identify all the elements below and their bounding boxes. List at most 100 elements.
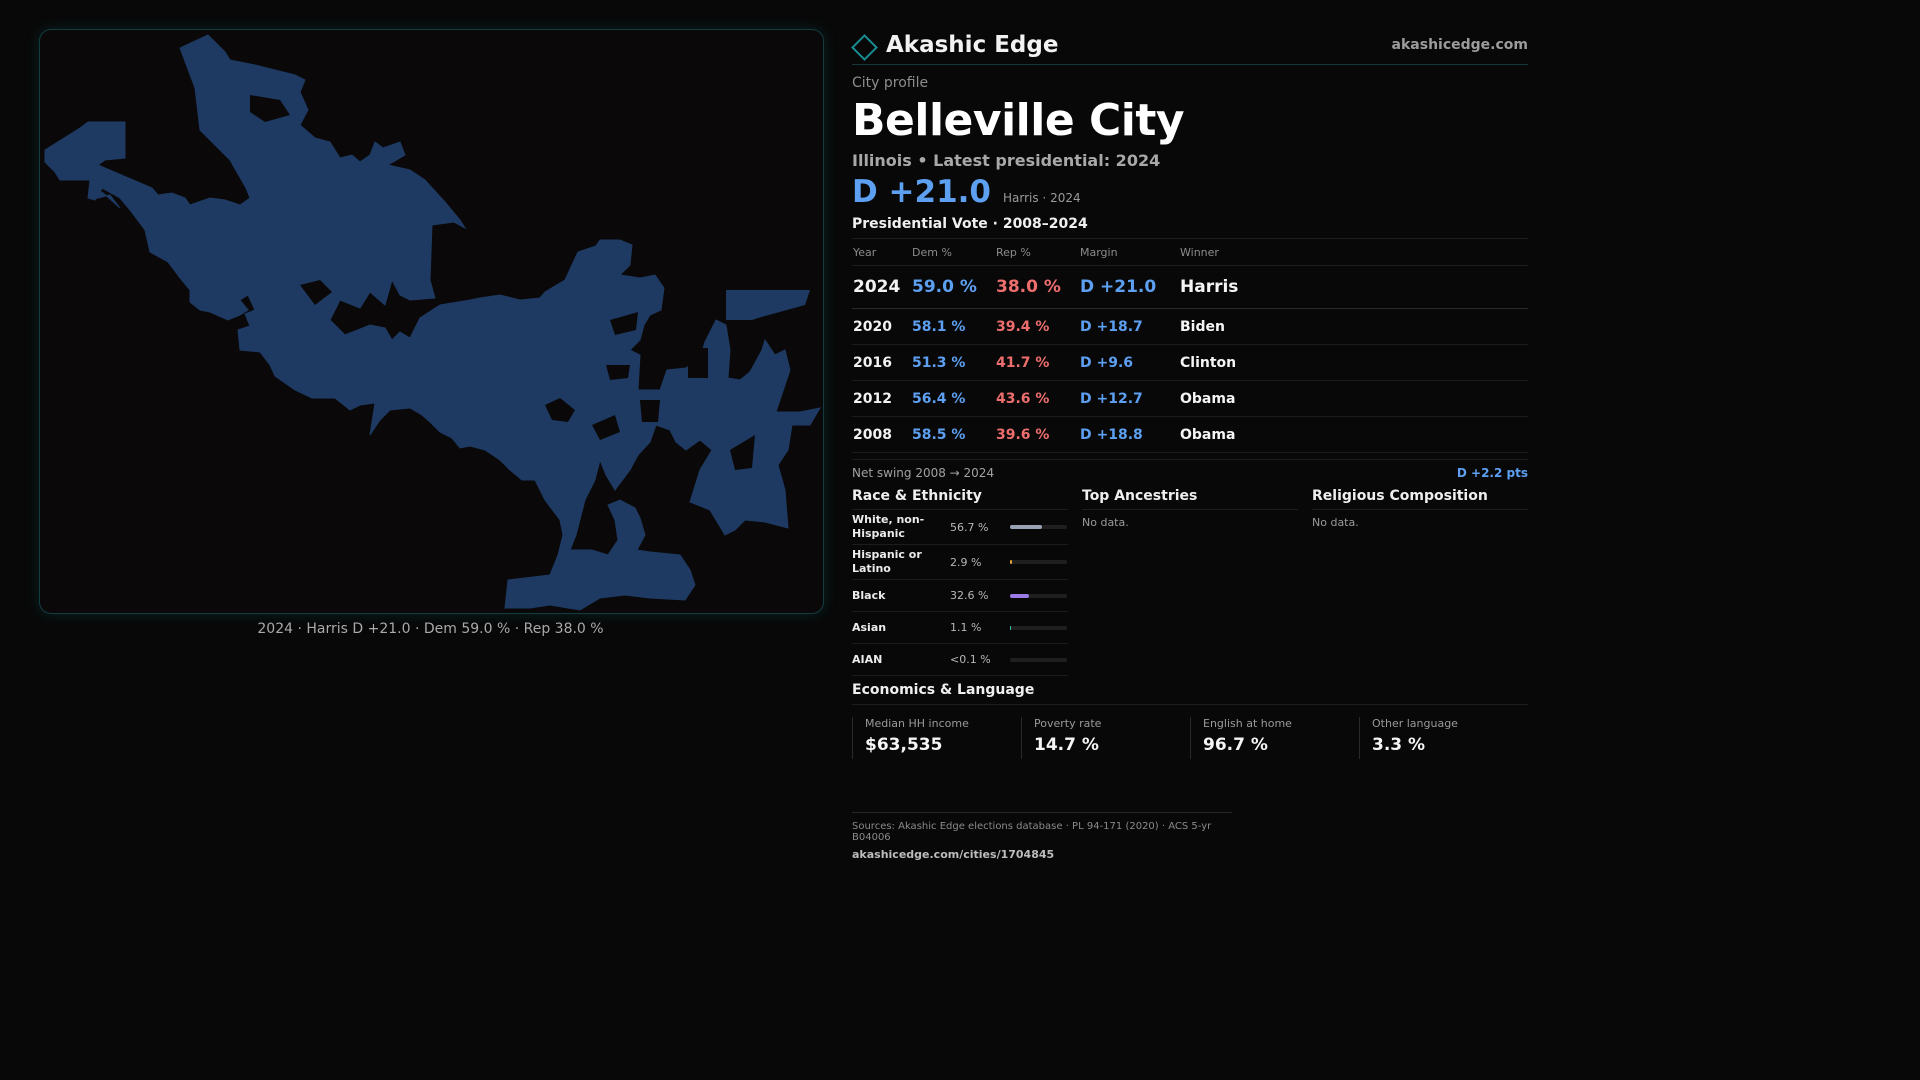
race-ethnicity-section: Race & Ethnicity White, non-Hispanic 56.…: [852, 488, 1068, 676]
cell-rep: 38.0 %: [995, 265, 1079, 309]
page-title: Belleville City: [852, 95, 1185, 146]
cell-dem: 56.4 %: [911, 380, 995, 417]
page-subtitle: Illinois • Latest presidential: 2024: [852, 151, 1161, 170]
cell-winner: Biden: [1179, 308, 1528, 345]
race-value: <0.1 %: [950, 653, 991, 666]
econ-stat-value: 3.3 %: [1372, 735, 1426, 755]
demographics-columns: Race & Ethnicity White, non-Hispanic 56.…: [852, 488, 1528, 676]
race-bar-fill: [1010, 593, 1029, 598]
econ-stat-label: Poverty rate: [1034, 717, 1102, 730]
cell-dem: 58.1 %: [911, 308, 995, 345]
cell-dem: 58.5 %: [911, 416, 995, 453]
race-bar: [1010, 625, 1067, 630]
ancestries-section-title: Top Ancestries: [1082, 488, 1298, 510]
net-swing-label: Net swing 2008 → 2024: [852, 466, 995, 480]
map-hole: [730, 435, 755, 470]
race-label: White, non-Hispanic: [852, 513, 925, 540]
site-link[interactable]: akashicedge.com: [1391, 37, 1528, 53]
econ-stat-value: $63,535: [865, 735, 943, 755]
race-bar-fill: [1010, 560, 1012, 564]
race-bar-fill: [1010, 625, 1012, 630]
econ-stat-value: 14.7 %: [1034, 735, 1099, 755]
cell-rep: 41.7 %: [995, 344, 1079, 381]
net-swing-row: Net swing 2008 → 2024 D +2.2 pts: [852, 459, 1528, 480]
map-hole: [610, 312, 638, 335]
city-boundary-main: [44, 34, 821, 611]
race-value: 32.6 %: [950, 589, 989, 602]
table-row: 2016 51.3 % 41.7 % D +9.6 Clinton: [852, 344, 1528, 381]
ancestries-empty: No data.: [1082, 516, 1129, 529]
map-hole: [545, 398, 575, 422]
column-header: Winner: [1179, 238, 1528, 266]
brand[interactable]: Akashic Edge: [851, 32, 1059, 61]
race-value: 56.7 %: [950, 520, 989, 534]
econ-stat: Median HH income $63,535: [852, 717, 1021, 759]
table-header-row: Year Dem % Rep % Margin Winner: [852, 238, 1528, 266]
cell-winner: Obama: [1179, 416, 1528, 453]
cell-rep: 39.4 %: [995, 308, 1079, 345]
religion-section-title: Religious Composition: [1312, 488, 1528, 510]
table-row: 2020 58.1 % 39.4 % D +18.7 Biden: [852, 308, 1528, 345]
cell-dem: 59.0 %: [911, 265, 995, 309]
map-hole: [250, 95, 290, 122]
economics-grid: Median HH income $63,535 Poverty rate 14…: [852, 717, 1528, 759]
diamond-icon: [851, 33, 878, 61]
cell-winner: Clinton: [1179, 344, 1528, 381]
cell-margin: D +9.6: [1079, 344, 1179, 381]
city-boundary-east-parcel: [726, 290, 810, 320]
presidential-vote-table: Year Dem % Rep % Margin Winner 2024 59.0…: [852, 238, 1528, 453]
page-kicker: City profile: [852, 75, 929, 91]
econ-stat: English at home 96.7 %: [1190, 717, 1359, 759]
votes-section-title: Presidential Vote · 2008–2024: [852, 216, 1088, 232]
cell-margin: D +18.8: [1079, 416, 1179, 453]
cell-winner: Harris: [1179, 265, 1528, 309]
city-permalink[interactable]: akashicedge.com/cities/1704845: [852, 848, 1055, 861]
city-map[interactable]: [39, 29, 824, 614]
header-bar: Akashic Edge akashicedge.com: [851, 26, 1528, 65]
table-row: 2024 59.0 % 38.0 % D +21.0 Harris: [852, 265, 1528, 309]
race-list: White, non-Hispanic 56.7 % Hispanic or L…: [852, 510, 1068, 676]
race-bar-fill: [1010, 525, 1043, 529]
race-bar: [1010, 657, 1067, 662]
cell-year: 2016: [852, 344, 911, 381]
headline-margin: D +21.0: [852, 174, 991, 210]
column-header: Rep %: [995, 238, 1079, 266]
column-header: Margin: [1079, 238, 1179, 266]
race-row: Hispanic or Latino 2.9 %: [852, 545, 1068, 580]
religion-section: Religious Composition No data.: [1312, 488, 1528, 676]
cell-year: 2008: [852, 416, 911, 453]
map-hole: [606, 365, 630, 380]
table-row: 2012 56.4 % 43.6 % D +12.7 Obama: [852, 380, 1528, 417]
footer: Sources: Akashic Edge elections database…: [852, 812, 1232, 861]
cell-rep: 39.6 %: [995, 416, 1079, 453]
cell-margin: D +18.7: [1079, 308, 1179, 345]
ancestries-section: Top Ancestries No data.: [1082, 488, 1298, 676]
city-boundary-shape: [44, 34, 821, 611]
headline-margin-row: D +21.0 Harris · 2024: [852, 174, 1528, 210]
cell-rep: 43.6 %: [995, 380, 1079, 417]
cell-year: 2020: [852, 308, 911, 345]
economics-section-title: Economics & Language: [852, 682, 1528, 705]
race-section-title: Race & Ethnicity: [852, 488, 1068, 510]
map-hole: [688, 348, 708, 378]
econ-stat-value: 96.7 %: [1203, 735, 1268, 755]
net-swing-value: D +2.2 pts: [1456, 466, 1528, 480]
econ-stat-label: Median HH income: [865, 717, 969, 730]
map-hole: [592, 415, 620, 440]
city-boundary-map: [44, 34, 821, 611]
brand-name: Akashic Edge: [886, 32, 1059, 58]
race-label: AIAN: [852, 652, 883, 666]
race-row: Black 32.6 %: [852, 580, 1068, 612]
cell-margin: D +21.0: [1079, 265, 1179, 309]
map-caption: 2024 · Harris D +21.0 · Dem 59.0 % · Rep…: [257, 621, 604, 637]
headline-note: Harris · 2024: [1003, 191, 1081, 205]
sources-note: Sources: Akashic Edge elections database…: [852, 821, 1212, 843]
table-row: 2008 58.5 % 39.6 % D +18.8 Obama: [852, 416, 1528, 453]
race-value: 1.1 %: [950, 621, 982, 634]
econ-stat-label: Other language: [1372, 717, 1458, 730]
cell-year: 2012: [852, 380, 911, 417]
race-label: Black: [852, 588, 886, 602]
cell-year: 2024: [852, 265, 911, 309]
race-bar: [1010, 560, 1067, 564]
cell-margin: D +12.7: [1079, 380, 1179, 417]
